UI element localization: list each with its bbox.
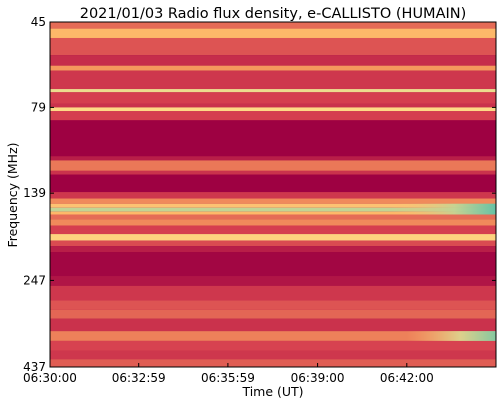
x-tick-label-0: 06:30:00 <box>23 371 77 385</box>
y-tick-label-0: 45 <box>31 15 46 29</box>
frequency-band-18 <box>50 203 496 208</box>
frequency-band-36 <box>50 359 496 367</box>
frequency-band-4 <box>50 65 496 71</box>
plot-frame <box>49 21 497 368</box>
y-tick-label-4: 437 <box>23 360 46 374</box>
spectrogram-plot-area <box>50 22 496 367</box>
x-tick-label-2: 06:35:59 <box>201 371 255 385</box>
chart-title: 2021/01/03 Radio flux density, e-CALLIST… <box>80 6 467 22</box>
frequency-band-0 <box>50 22 496 29</box>
frequency-band-2 <box>50 37 496 56</box>
frequency-band-28 <box>50 276 496 286</box>
frequency-band-27 <box>50 252 496 277</box>
x-tick-label-3: 06:39:00 <box>291 371 345 385</box>
y-tick-label-2: 139 <box>23 186 46 200</box>
frequency-band-12 <box>50 156 496 161</box>
frequency-band-8 <box>50 103 496 108</box>
frequency-band-29 <box>50 285 496 301</box>
frequency-band-34 <box>50 340 496 351</box>
frequency-band-22 <box>50 219 496 226</box>
frequency-band-32 <box>50 318 496 332</box>
x-tick-label-1: 06:32:59 <box>112 371 166 385</box>
frequency-band-19 <box>50 207 496 212</box>
frequency-band-6 <box>50 89 496 93</box>
frequency-band-23 <box>50 225 496 235</box>
y-tick-label-1: 79 <box>31 100 46 114</box>
frequency-band-35 <box>50 350 496 360</box>
frequency-band-21 <box>50 214 496 220</box>
frequency-band-31 <box>50 309 496 319</box>
frequency-band-10 <box>50 111 496 121</box>
frequency-band-13 <box>50 160 496 171</box>
frequency-band-1 <box>50 28 496 38</box>
frequency-band-14 <box>50 170 496 175</box>
frequency-band-9 <box>50 107 496 112</box>
x-axis-label: Time (UT) <box>241 384 303 399</box>
frequency-band-7 <box>50 92 496 104</box>
x-tick-label-4: 06:42:00 <box>380 371 434 385</box>
frequency-band-25 <box>50 240 496 247</box>
y-axis-ticks: 45 79 139 247 437 <box>23 15 496 374</box>
frequency-band-17 <box>50 198 496 204</box>
burst-enhancement-0 <box>391 203 496 215</box>
x-axis-ticks: 06:30:00 06:32:59 06:35:59 06:39:00 06:42:00 <box>23 363 434 385</box>
frequency-band-33 <box>50 331 496 341</box>
y-tick-label-3: 247 <box>23 273 46 287</box>
frequency-band-26 <box>50 246 496 253</box>
frequency-band-20 <box>50 211 496 215</box>
frequency-band-16 <box>50 192 496 199</box>
frequency-band-11 <box>50 120 496 157</box>
frequency-band-3 <box>50 55 496 66</box>
burst-enhancement-1 <box>406 331 496 341</box>
frequency-band-30 <box>50 300 496 310</box>
frequency-band-5 <box>50 70 496 90</box>
frequency-band-15 <box>50 174 496 193</box>
frequency-band-24 <box>50 234 496 241</box>
y-axis-label: Frequency (MHz) <box>5 142 20 247</box>
